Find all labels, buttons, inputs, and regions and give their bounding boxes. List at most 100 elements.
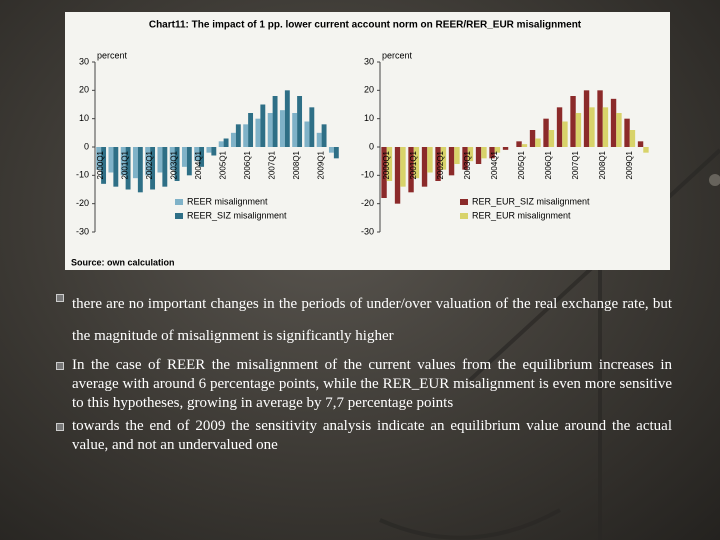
bar bbox=[145, 147, 151, 176]
x-tick-label: 2005Q1 bbox=[219, 150, 228, 179]
legend-swatch bbox=[175, 199, 183, 205]
y-tick-label: 10 bbox=[79, 113, 89, 123]
bullet: towards the end of 2009 the sensitivity … bbox=[56, 417, 672, 455]
y-tick-label: 30 bbox=[79, 56, 89, 66]
y-tick-label: 30 bbox=[364, 56, 374, 66]
bar bbox=[194, 147, 200, 162]
bar bbox=[467, 147, 474, 162]
bar bbox=[408, 147, 414, 193]
bar bbox=[333, 147, 339, 159]
x-tick-label: 2007Q1 bbox=[571, 150, 580, 179]
bar bbox=[516, 141, 522, 147]
bar bbox=[162, 147, 168, 187]
bar bbox=[137, 147, 143, 193]
x-tick-label: 2003Q1 bbox=[463, 150, 472, 179]
x-tick-label: 2001Q1 bbox=[121, 150, 130, 179]
y-tick-label: -30 bbox=[76, 226, 89, 236]
bar bbox=[435, 147, 441, 181]
bar bbox=[454, 147, 460, 164]
legend-label: RER_EUR misalignment bbox=[472, 210, 571, 220]
bar bbox=[548, 130, 555, 147]
x-tick-label: 2006Q1 bbox=[544, 150, 553, 179]
y-tick-label: 0 bbox=[84, 141, 89, 151]
bar bbox=[624, 118, 630, 147]
x-tick-label: 2007Q1 bbox=[268, 150, 277, 179]
x-tick-label: 2002Q1 bbox=[145, 150, 154, 179]
bar bbox=[316, 132, 322, 147]
bar bbox=[597, 90, 603, 147]
bar bbox=[181, 147, 187, 167]
bar bbox=[292, 113, 298, 147]
bar bbox=[235, 124, 241, 147]
bar bbox=[206, 147, 212, 153]
bar bbox=[297, 96, 303, 147]
bar bbox=[556, 107, 563, 147]
bar bbox=[570, 96, 576, 147]
bar bbox=[386, 147, 393, 181]
bar bbox=[440, 147, 447, 170]
bar bbox=[284, 90, 290, 147]
bar bbox=[602, 107, 609, 147]
bar bbox=[616, 113, 622, 147]
bullet: In the case of REER the misalignment of … bbox=[56, 356, 672, 413]
legend-swatch bbox=[460, 213, 468, 219]
bar bbox=[489, 147, 495, 159]
bar bbox=[218, 141, 224, 147]
y-tick-label: 20 bbox=[79, 85, 89, 95]
bar bbox=[132, 147, 138, 179]
chart-title: Chart11: The impact of 1 pp. lower curre… bbox=[149, 20, 582, 31]
y-tick-label: 10 bbox=[364, 113, 374, 123]
bar bbox=[169, 147, 175, 170]
legend-label: REER_SIZ misalignment bbox=[187, 210, 287, 220]
bar bbox=[421, 147, 428, 187]
bullet-list: there are no important changes in the pe… bbox=[56, 288, 672, 459]
bar bbox=[535, 138, 541, 147]
legend-label: RER_EUR_SIZ misalignment bbox=[472, 196, 590, 206]
bullet: there are no important changes in the pe… bbox=[56, 288, 672, 352]
bar bbox=[223, 138, 229, 147]
bar bbox=[494, 147, 501, 153]
y-tick-label: -30 bbox=[361, 226, 374, 236]
bar bbox=[174, 147, 180, 181]
bar bbox=[502, 147, 509, 150]
bar bbox=[186, 147, 192, 176]
y-tick-label: 20 bbox=[364, 85, 374, 95]
y-tick-label: -10 bbox=[361, 170, 374, 180]
bar bbox=[279, 110, 285, 147]
bar bbox=[328, 147, 334, 153]
bar bbox=[543, 118, 549, 147]
bar bbox=[381, 147, 387, 198]
bar bbox=[521, 144, 528, 147]
bar bbox=[248, 113, 254, 147]
x-tick-label: 2004Q1 bbox=[194, 150, 203, 179]
bar bbox=[108, 147, 114, 173]
bar bbox=[272, 96, 278, 147]
bar bbox=[637, 141, 644, 147]
bar bbox=[583, 90, 590, 147]
y-tick-label: -20 bbox=[361, 198, 374, 208]
bar bbox=[475, 147, 482, 164]
source: Source: own calculation bbox=[71, 257, 175, 267]
bar bbox=[199, 147, 205, 167]
bar bbox=[400, 147, 406, 187]
bar bbox=[230, 132, 236, 147]
bar bbox=[562, 121, 568, 147]
bar bbox=[120, 147, 126, 176]
y-tick-label: -10 bbox=[76, 170, 89, 180]
x-tick-label: 2009Q1 bbox=[625, 150, 634, 179]
bar bbox=[304, 121, 310, 147]
bar bbox=[413, 147, 420, 179]
x-tick-label: 2003Q1 bbox=[170, 150, 179, 179]
y-tick-label: -20 bbox=[76, 198, 89, 208]
x-tick-label: 2006Q1 bbox=[243, 150, 252, 179]
bar bbox=[157, 147, 163, 173]
legend-label: REER misalignment bbox=[187, 196, 268, 206]
bar bbox=[589, 107, 595, 147]
bar bbox=[610, 98, 617, 147]
y-axis-label: percent bbox=[382, 50, 413, 60]
x-tick-label: 2000Q1 bbox=[96, 150, 105, 179]
bar bbox=[260, 104, 266, 147]
x-tick-label: 2008Q1 bbox=[292, 150, 301, 179]
bar bbox=[211, 147, 217, 156]
